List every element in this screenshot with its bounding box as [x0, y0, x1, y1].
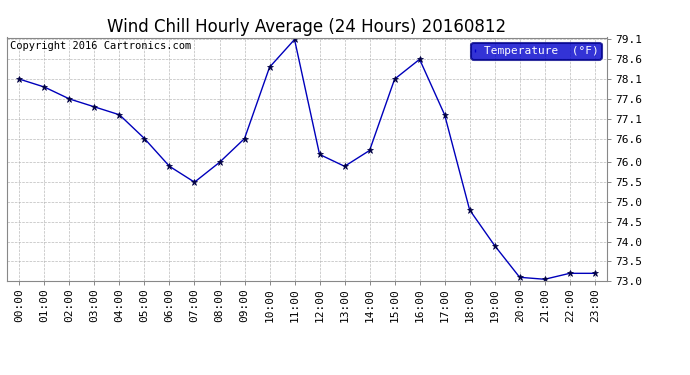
Legend: Temperature  (°F): Temperature (°F) — [471, 43, 602, 60]
Text: Copyright 2016 Cartronics.com: Copyright 2016 Cartronics.com — [10, 41, 191, 51]
Title: Wind Chill Hourly Average (24 Hours) 20160812: Wind Chill Hourly Average (24 Hours) 201… — [108, 18, 506, 36]
